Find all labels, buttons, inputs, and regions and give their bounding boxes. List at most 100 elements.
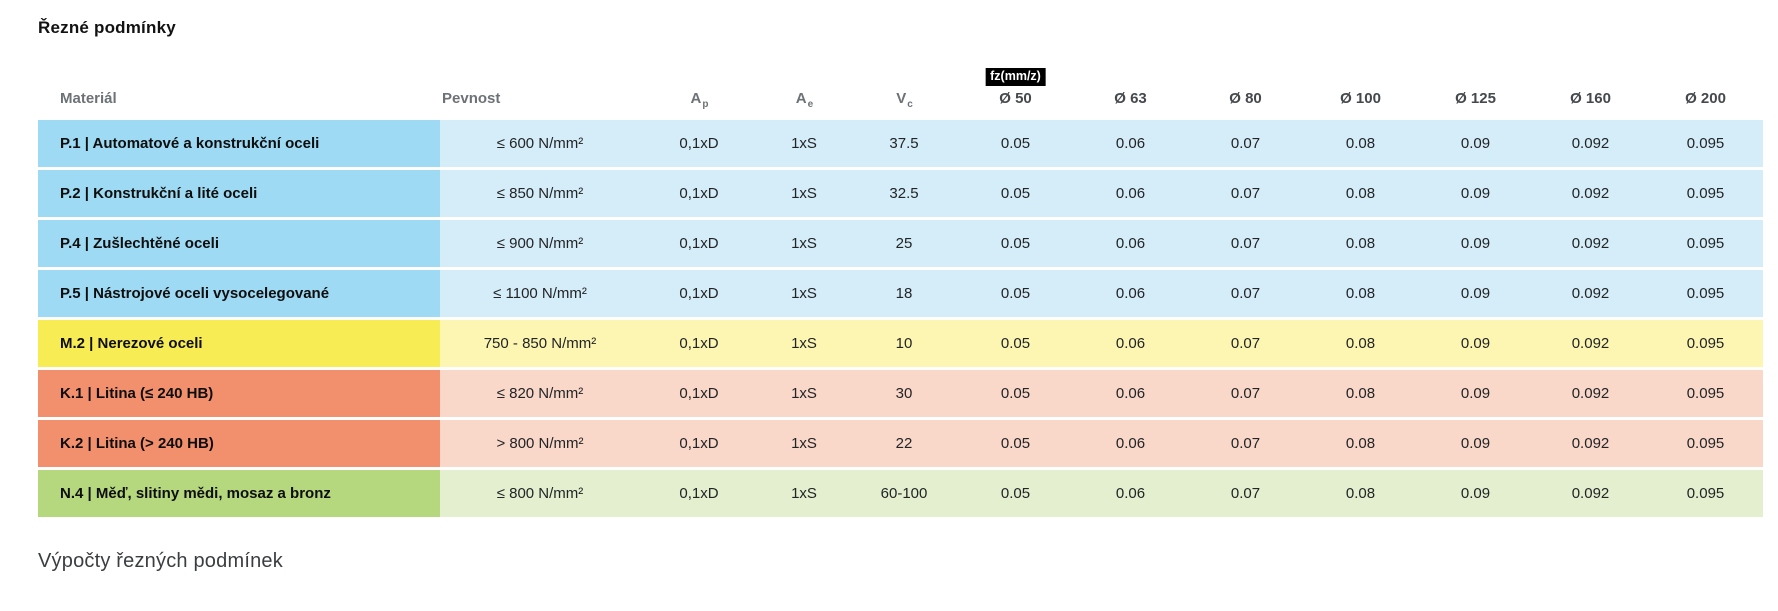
vc-cell: 37.5	[850, 120, 958, 167]
fz-cell: 0.095	[1648, 170, 1763, 217]
fz-cell: 0.06	[1073, 320, 1188, 367]
fz-cell: 0.07	[1188, 120, 1303, 167]
fz-cell: 0.05	[958, 120, 1073, 167]
table-row: M.2 | Nerezové oceli 750 - 850 N/mm² 0,1…	[38, 320, 1763, 367]
fz-cell: 0.095	[1648, 420, 1763, 467]
fz-cell: 0.06	[1073, 420, 1188, 467]
fz-cell: 0.08	[1303, 420, 1418, 467]
fz-cell: 0.05	[958, 220, 1073, 267]
fz-cell: 0.06	[1073, 120, 1188, 167]
fz-cell: 0.07	[1188, 220, 1303, 267]
table-row: K.2 | Litina (> 240 HB) > 800 N/mm² 0,1x…	[38, 420, 1763, 467]
vc-cell: 60-100	[850, 470, 958, 517]
fz-cell: 0.06	[1073, 470, 1188, 517]
strength-cell: 750 - 850 N/mm²	[440, 320, 640, 367]
fz-cell: 0.08	[1303, 170, 1418, 217]
ae-cell: 1xS	[758, 220, 850, 267]
table-row: P.5 | Nástrojové oceli vysocelegované ≤ …	[38, 270, 1763, 317]
fz-cell: 0.05	[958, 370, 1073, 417]
fz-cell: 0.09	[1418, 270, 1533, 317]
strength-cell: ≤ 800 N/mm²	[440, 470, 640, 517]
strength-cell: ≤ 600 N/mm²	[440, 120, 640, 167]
dia-50-label: Ø 50	[999, 90, 1032, 107]
fz-cell: 0.095	[1648, 220, 1763, 267]
fz-cell: 0.092	[1533, 370, 1648, 417]
vc-subscript: c	[907, 99, 913, 110]
strength-cell: ≤ 820 N/mm²	[440, 370, 640, 417]
fz-cell: 0.08	[1303, 320, 1418, 367]
table-row: P.2 | Konstrukční a lité oceli ≤ 850 N/m…	[38, 170, 1763, 217]
col-header-dia-80: Ø 80	[1229, 90, 1262, 107]
fz-cell: 0.08	[1303, 370, 1418, 417]
fz-cell: 0.09	[1418, 320, 1533, 367]
table-row: P.4 | Zušlechtěné oceli ≤ 900 N/mm² 0,1x…	[38, 220, 1763, 267]
page-container: Řezné podmínky Materiál Pevnost Ap Ae Vc…	[38, 18, 1763, 572]
vc-cell: 30	[850, 370, 958, 417]
fz-cell: 0.09	[1418, 170, 1533, 217]
ap-cell: 0,1xD	[640, 320, 758, 367]
col-header-dia-160: Ø 160	[1570, 90, 1611, 107]
fz-cell: 0.09	[1418, 420, 1533, 467]
fz-cell: 0.095	[1648, 470, 1763, 517]
fz-cell: 0.092	[1533, 220, 1648, 267]
fz-cell: 0.07	[1188, 170, 1303, 217]
col-header-vc: Vc	[850, 59, 958, 117]
vc-label: V	[896, 90, 907, 107]
fz-cell: 0.09	[1418, 370, 1533, 417]
material-cell: P.5 | Nástrojové oceli vysocelegované	[38, 270, 440, 317]
material-cell: N.4 | Měď, slitiny mědi, mosaz a bronz	[38, 470, 440, 517]
strength-cell: ≤ 850 N/mm²	[440, 170, 640, 217]
fz-cell: 0.09	[1418, 120, 1533, 167]
ae-label: A	[795, 90, 807, 107]
vc-cell: 32.5	[850, 170, 958, 217]
ae-cell: 1xS	[758, 120, 850, 167]
ap-cell: 0,1xD	[640, 370, 758, 417]
fz-cell: 0.05	[958, 320, 1073, 367]
strength-cell: > 800 N/mm²	[440, 420, 640, 467]
ae-cell: 1xS	[758, 270, 850, 317]
col-header-dia-100: Ø 100	[1340, 90, 1381, 107]
ap-cell: 0,1xD	[640, 170, 758, 217]
material-cell: K.1 | Litina (≤ 240 HB)	[38, 370, 440, 417]
vc-cell: 10	[850, 320, 958, 367]
material-cell: K.2 | Litina (> 240 HB)	[38, 420, 440, 467]
ae-cell: 1xS	[758, 470, 850, 517]
fz-cell: 0.09	[1418, 220, 1533, 267]
fz-cell: 0.095	[1648, 120, 1763, 167]
fz-cell: 0.09	[1418, 470, 1533, 517]
col-header-ae: Ae	[758, 59, 850, 117]
fz-cell: 0.07	[1188, 370, 1303, 417]
col-header-dia-50: fz(mm/z) Ø 50	[958, 59, 1073, 117]
table-row: N.4 | Měď, slitiny mědi, mosaz a bronz ≤…	[38, 470, 1763, 517]
col-header-material: Materiál	[60, 90, 117, 107]
ap-cell: 0,1xD	[640, 420, 758, 467]
table-row: P.1 | Automatové a konstrukční oceli ≤ 6…	[38, 120, 1763, 167]
fz-cell: 0.095	[1648, 370, 1763, 417]
fz-cell: 0.092	[1533, 170, 1648, 217]
col-header-strength: Pevnost	[442, 90, 501, 107]
cutting-conditions-table: Materiál Pevnost Ap Ae Vc fz(mm/z) Ø 50 …	[38, 56, 1763, 520]
fz-cell: 0.06	[1073, 170, 1188, 217]
fz-cell: 0.095	[1648, 320, 1763, 367]
section-heading-calculations: Výpočty řezných podmínek	[38, 550, 283, 572]
ae-cell: 1xS	[758, 420, 850, 467]
strength-cell: ≤ 900 N/mm²	[440, 220, 640, 267]
page-title: Řezné podmínky	[38, 18, 176, 37]
strength-cell: ≤ 1100 N/mm²	[440, 270, 640, 317]
fz-cell: 0.092	[1533, 270, 1648, 317]
ap-cell: 0,1xD	[640, 120, 758, 167]
col-header-dia-125: Ø 125	[1455, 90, 1496, 107]
fz-cell: 0.05	[958, 470, 1073, 517]
vc-cell: 18	[850, 270, 958, 317]
ap-cell: 0,1xD	[640, 270, 758, 317]
fz-cell: 0.092	[1533, 120, 1648, 167]
header-row: Materiál Pevnost Ap Ae Vc fz(mm/z) Ø 50 …	[38, 59, 1763, 117]
ae-cell: 1xS	[758, 320, 850, 367]
fz-cell: 0.08	[1303, 220, 1418, 267]
fz-cell: 0.07	[1188, 420, 1303, 467]
ae-subscript: e	[807, 99, 814, 110]
fz-cell: 0.05	[958, 170, 1073, 217]
ap-label: A	[690, 90, 702, 107]
fz-cell: 0.092	[1533, 320, 1648, 367]
fz-cell: 0.092	[1533, 470, 1648, 517]
